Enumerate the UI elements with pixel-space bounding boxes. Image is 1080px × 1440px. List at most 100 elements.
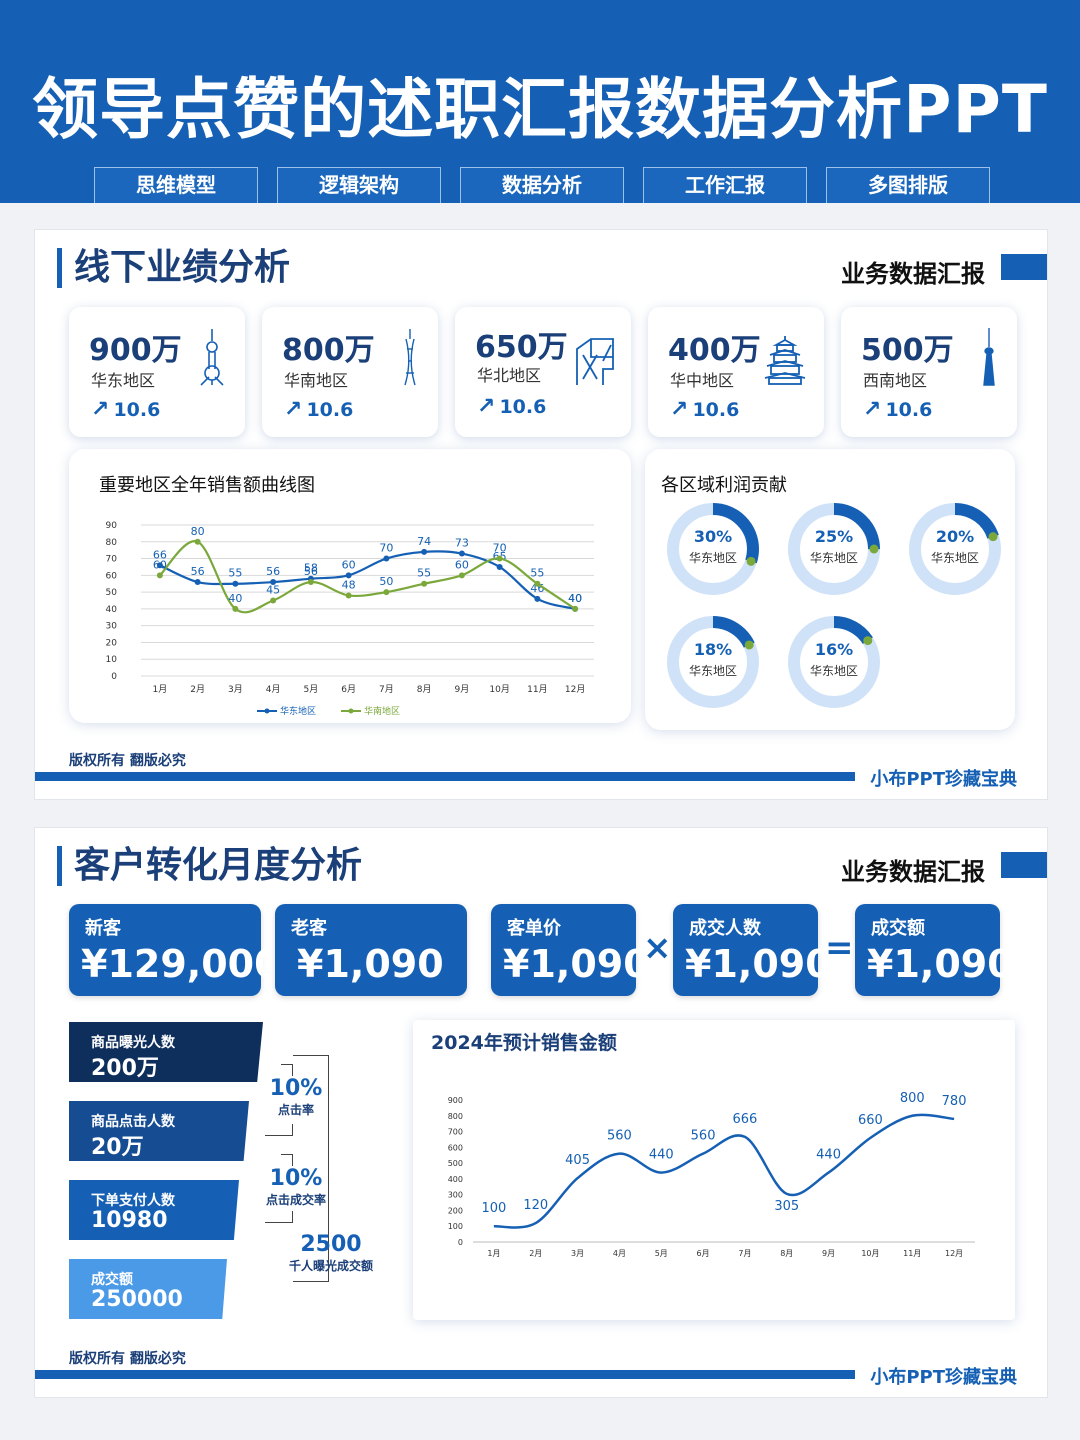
kpi-value: ¥1,090 [503,942,650,986]
profit-contribution-box: 各区域利润贡献 30% 华东地区 25% 华东地区 20% 华东地区 18% 华东地区 16% 华… [645,449,1015,730]
stat-card[interactable]: 900万 华东地区 ↗ 10.6 [69,307,245,437]
data-label: 55 [417,567,431,580]
y-tick-label: 400 [448,1175,463,1184]
section-subtitle: 业务数据汇报 [841,858,985,886]
donut-percent: 20% [935,527,975,546]
funnel-label: 下单支付人数 [91,1193,175,1209]
donut-end-marker [744,640,754,650]
tag-logic-architecture[interactable]: 逻辑架构 [277,167,441,203]
x-tick-label: 4月 [266,684,281,695]
data-label: 50 [379,575,393,588]
tag-multi-chart-layout[interactable]: 多图排版 [826,167,990,203]
data-point [156,572,163,579]
data-label: 800 [900,1091,925,1106]
series-line [493,1113,955,1229]
stat-card[interactable]: 400万 华中地区 ↗ 10.6 [648,307,824,437]
tag-thinking-model[interactable]: 思维模型 [94,167,258,203]
data-point [458,572,465,579]
data-label: 440 [816,1148,841,1163]
x-tick-label: 10月 [489,684,509,695]
stat-trend: ↗ 10.6 [91,397,160,422]
funnel-label: 成交额 [91,1272,133,1288]
donut-end-marker [863,636,873,646]
revenue-per-mille: 2500 千人曝光成交额 [279,1232,383,1274]
kpi-deal-amount[interactable]: 成交额 ¥1,090 [855,904,1014,996]
tag-work-report[interactable]: 工作汇报 [643,167,807,203]
arrow-up-right-icon: ↗ [670,397,689,422]
x-tick-label: 11月 [903,1249,921,1258]
connector-line [293,1055,329,1282]
y-tick-label: 900 [448,1096,463,1105]
stat-trend: ↗ 10.6 [284,397,353,422]
connector-line [281,1154,293,1166]
data-label: 60 [153,558,167,571]
donut-percent: 16% [814,640,854,659]
x-tick-label: 1月 [487,1249,500,1258]
section-title: 客户转化月度分析 [57,846,362,886]
tag-data-analysis[interactable]: 数据分析 [460,167,624,203]
donut-percent: 30% [693,527,733,546]
rate-value: 10% [269,1076,323,1101]
donut-label: 华东地区 [809,551,858,565]
section-accent-block [1001,852,1047,878]
x-tick-label: 2月 [529,1249,542,1258]
y-tick-label: 20 [106,638,118,648]
funnel-label: 商品点击人数 [91,1114,175,1130]
funnel-label: 商品曝光人数 [91,1035,175,1051]
data-point [421,548,428,555]
x-tick-label: 12月 [565,684,585,695]
data-point [194,538,201,545]
y-tick-label: 90 [106,521,118,531]
donut-ring [909,503,1001,595]
data-label: 45 [266,584,280,597]
x-tick-label: 4月 [613,1249,626,1258]
donut-ring [788,616,880,708]
connector-line [265,1124,293,1136]
data-point [232,580,239,587]
funnel-value: 10980 [91,1208,168,1233]
trend-value: 10.6 [113,399,161,421]
x-tick-label: 3月 [228,684,243,695]
stat-card[interactable]: 500万 西南地区 ↗ 10.6 [841,307,1017,437]
donut-chart: 30% 华东地区 [663,499,763,599]
x-tick-label: 3月 [571,1249,584,1258]
stat-region: 华东地区 [91,371,156,390]
funnel-step-revenue: 成交额 250000 [69,1259,227,1319]
kpi-avg-order-value[interactable]: 客单价 ¥1,090 [491,904,650,996]
rate-value: 10% [269,1166,323,1191]
stat-card[interactable]: 650万 华北地区 ↗ 10.6 [455,307,631,437]
connector-line [281,1064,293,1076]
data-point [534,580,541,587]
equals-operator: = [825,928,854,968]
data-label: 440 [649,1148,674,1163]
data-label: 120 [523,1198,548,1213]
legend-label: 华南地区 [364,705,400,717]
arrow-up-right-icon: ↗ [477,394,496,419]
funnel-value: 200万 [91,1056,159,1081]
stat-card[interactable]: 800万 华南地区 ↗ 10.6 [262,307,438,437]
data-label: 60 [342,558,356,571]
y-tick-label: 50 [106,588,118,598]
data-label: 56 [191,565,205,578]
section-title: 线下业绩分析 [57,248,290,288]
kpi-label: 老客 [291,918,327,939]
x-tick-label: 12月 [945,1249,963,1258]
data-point [156,562,163,569]
kpi-label: 客单价 [507,918,561,939]
chart-title: 重要地区全年销售额曲线图 [99,475,315,496]
data-point [307,579,314,586]
copyright-text: 版权所有 翻版必究 [69,1351,186,1367]
y-tick-label: 70 [106,555,118,565]
click-rate: 10% 点击率 [263,1076,329,1118]
funnel-value: 250000 [91,1287,183,1312]
kpi-label: 成交人数 [689,918,761,939]
kpi-returning-customers[interactable]: 老客 ¥1,090 [275,904,467,996]
kpi-new-customers[interactable]: 新客 ¥129,000 [69,904,281,996]
data-label: 55 [530,567,544,580]
kpi-deal-count[interactable]: 成交人数 ¥1,090 [673,904,832,996]
data-point [534,595,541,602]
x-tick-label: 7月 [379,684,394,695]
stat-value: 800万 [282,333,375,368]
arrow-up-right-icon: ↗ [284,397,303,422]
x-tick-label: 7月 [738,1249,751,1258]
